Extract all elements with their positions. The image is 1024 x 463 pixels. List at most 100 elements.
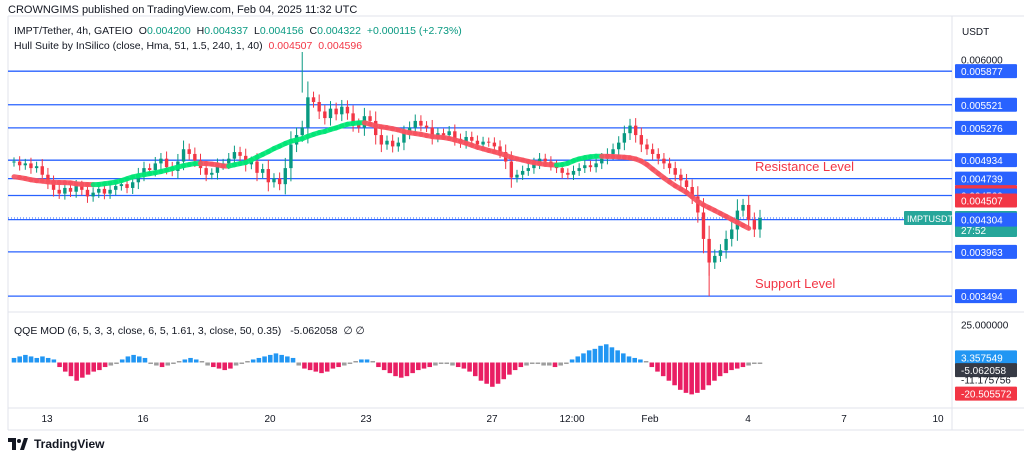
candle-body [617, 143, 620, 150]
candle-body [29, 163, 32, 168]
qqe-bar [194, 359, 199, 362]
qqe-bar [285, 356, 290, 362]
qqe-bar [689, 363, 694, 395]
close-label: C [310, 25, 318, 37]
candle-body [521, 171, 524, 175]
qqe-bar [564, 363, 569, 365]
candle-body [623, 133, 626, 142]
qqe-bar [91, 363, 96, 372]
qqe-bar [240, 363, 245, 365]
qqe-bar [405, 363, 410, 377]
open-value: 0.004200 [147, 25, 191, 37]
candle-body [238, 152, 241, 156]
candle-body [278, 179, 281, 185]
candle-body [402, 133, 405, 142]
time-tick-3: 23 [360, 414, 372, 425]
qqe-bar [678, 363, 683, 390]
qqe-bar [171, 363, 176, 365]
qqe-label: QQE MOD (6, 5, 3, 3, close, 6, 5, 1.61, … [14, 325, 281, 337]
low-value: 0.004156 [260, 25, 304, 37]
qqe-bar [188, 358, 193, 363]
candle-body [634, 126, 637, 135]
candle-body [397, 143, 400, 147]
hull-value-1: 0.004507 [269, 40, 313, 52]
qqe-bar [160, 363, 165, 368]
candle-body [730, 229, 733, 238]
qqe-bar [97, 363, 102, 371]
footer-brand: TradingView [34, 437, 104, 451]
qqe-axis-label-1: 3.357549 [961, 353, 1003, 364]
candle-body [58, 190, 61, 194]
candle-body [561, 168, 564, 173]
candle-body [334, 109, 337, 115]
candle-body [63, 188, 66, 194]
qqe-bar [29, 356, 34, 362]
qqe-bar [718, 363, 723, 377]
qqe-bar [365, 359, 370, 362]
candle-body [74, 186, 77, 192]
candle-body [493, 143, 496, 147]
tradingview-footer: TradingView [8, 437, 104, 451]
qqe-bar [165, 363, 170, 366]
candle-body [289, 145, 292, 169]
candle-body [583, 165, 586, 168]
qqe-bar [706, 363, 711, 386]
time-tick-1: 16 [137, 414, 149, 425]
qqe-bar [410, 363, 415, 374]
candle-body [210, 173, 213, 175]
qqe-bar [524, 363, 529, 366]
qqe-bar [399, 363, 404, 378]
candle-body [758, 218, 761, 229]
candle-body [346, 107, 349, 114]
candle-body [425, 126, 428, 128]
qqe-bar [331, 363, 336, 369]
candle-body [165, 159, 168, 167]
qqe-bar [541, 363, 546, 366]
qqe-bar [712, 363, 717, 381]
qqe-bar [752, 363, 757, 365]
hull-value-2: 0.004596 [318, 40, 362, 52]
qqe-bar [63, 363, 68, 372]
qqe-bar [496, 363, 501, 384]
candle-body [419, 121, 422, 126]
qqe-bar [644, 361, 649, 363]
candle-body [470, 137, 473, 141]
candle-body [317, 102, 320, 111]
qqe-bar [291, 358, 296, 363]
time-tick-4: 27 [486, 414, 498, 425]
candle-body [193, 154, 196, 161]
qqe-bar [433, 363, 438, 366]
qqe-extra: ∅ ∅ [343, 325, 364, 337]
candle-body [272, 179, 275, 183]
qqe-bar [200, 361, 205, 363]
qqe-bar [217, 363, 222, 369]
candle-body [227, 159, 230, 164]
qqe-bar [268, 355, 273, 363]
candle-body [674, 168, 677, 175]
qqe-bar [382, 363, 387, 371]
candle-body [41, 166, 44, 174]
qqe-bar [724, 363, 729, 374]
candle-body [668, 163, 671, 168]
candle-body [204, 168, 207, 175]
qqe-bar [325, 363, 330, 372]
qqe-bar [40, 356, 45, 362]
qqe-bar [205, 363, 210, 366]
candle-body [679, 175, 682, 181]
qqe-bar [57, 363, 62, 368]
qqe-bar [211, 363, 216, 368]
candle-body [707, 239, 710, 263]
qqe-bar [547, 363, 552, 366]
candle-body [577, 168, 580, 171]
ohlc-line: IMPT/Tether, 4h, GATEIO O0.004200 H0.004… [14, 25, 465, 37]
qqe-bar [86, 363, 91, 375]
qqe-bar [638, 359, 643, 362]
qqe-bar [615, 350, 620, 362]
qqe-bar [370, 361, 375, 363]
candle-body [91, 193, 94, 197]
qqe-bar [650, 363, 655, 368]
candle-body [340, 107, 343, 115]
candle-body [702, 212, 705, 238]
qqe-bar [758, 363, 763, 365]
qqe-bar [319, 363, 324, 374]
